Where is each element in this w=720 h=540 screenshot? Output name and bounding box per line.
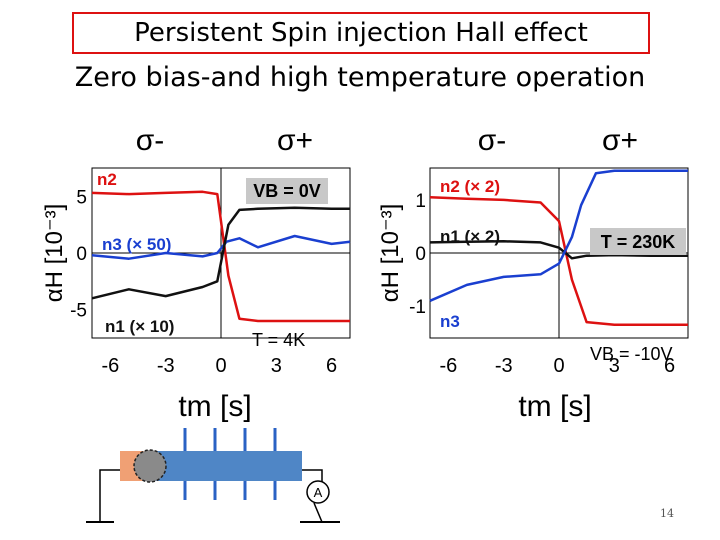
series-line	[429, 169, 688, 302]
chart-2: σ-σ+ 1 0 -1 -6 -3 0 3 6 tm [s] αH [10⁻³] n2 (× 2) n1…	[377, 124, 689, 423]
device-schematic: A	[86, 428, 340, 523]
y-tick-label: -5	[70, 301, 87, 322]
series-line	[91, 190, 350, 323]
polarization-label: σ+	[277, 124, 313, 157]
svg-text:A: A	[314, 485, 323, 500]
y-tick-label: 5	[76, 187, 87, 208]
y-axis-label: αH [10⁻³]	[377, 204, 404, 303]
x-tick-label: 3	[271, 355, 282, 377]
wire	[302, 469, 323, 482]
ammeter-icon	[306, 480, 330, 504]
x-tick-label: 0	[215, 355, 226, 377]
y-tick-label: 0	[76, 244, 87, 265]
wire	[99, 469, 120, 522]
y-tick-label: 1	[415, 191, 426, 212]
annotation-text: VB = -10V	[590, 344, 673, 364]
x-tick-label: -3	[157, 355, 175, 377]
wire	[313, 502, 323, 523]
series-label: n1 (× 2)	[440, 227, 500, 246]
light-spot	[133, 449, 167, 483]
series-label: n3	[440, 312, 460, 331]
x-tick-label: 6	[664, 355, 675, 377]
series-label: n2 (× 2)	[440, 177, 500, 196]
chart-1: σ-σ+ 5 0 -5 -6 -3 0 3 6 tm [s] αH [10⁻³] n2 n3 (× 50…	[41, 124, 351, 423]
annotation-text: VB = 0V	[253, 181, 321, 201]
x-tick-label: 3	[609, 355, 620, 377]
x-tick-label: 0	[553, 355, 564, 377]
series-label: n1 (× 10)	[105, 317, 174, 336]
y-tick-label: -1	[409, 297, 426, 318]
polarization-label: σ+	[602, 124, 638, 157]
slide-subtitle: Zero bias-and high temperature operation	[74, 62, 646, 93]
series-line	[91, 206, 350, 300]
annotation-box	[246, 178, 328, 204]
x-axis-label: tm [s]	[178, 390, 251, 423]
annotation-box	[590, 228, 686, 255]
polarization-label: σ-	[478, 124, 507, 157]
x-tick-label: -3	[495, 355, 513, 377]
channel-bar	[150, 451, 302, 481]
series-line	[91, 234, 351, 260]
slide-title: Persistent Spin injection Hall effect	[72, 12, 650, 54]
y-axis-label: αH [10⁻³]	[41, 204, 68, 303]
polarization-label: σ-	[136, 124, 165, 157]
series-label: n2	[97, 170, 117, 189]
y-tick-label: 0	[415, 244, 426, 265]
x-axis-label: tm [s]	[518, 390, 591, 423]
x-tick-label: 6	[326, 355, 337, 377]
annotation-text: T = 230K	[601, 232, 676, 252]
page-number: 14	[660, 507, 674, 520]
annotation-text: T = 4K	[252, 330, 305, 350]
x-tick-label: -6	[102, 355, 120, 377]
x-tick-label: -6	[440, 355, 458, 377]
series-label: n3 (× 50)	[102, 235, 171, 254]
